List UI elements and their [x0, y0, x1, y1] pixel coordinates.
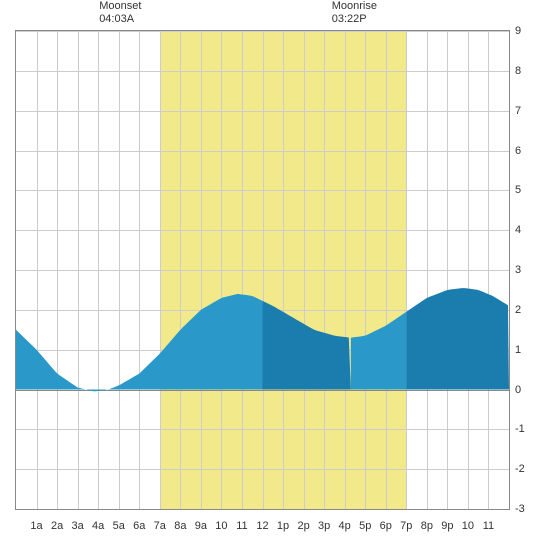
- x-axis-label: 5p: [359, 520, 371, 532]
- x-axis-label: 2p: [297, 520, 309, 532]
- topnote-time: 04:03A: [99, 13, 134, 25]
- plot-area: [15, 30, 510, 510]
- y-axis-label: 7: [515, 105, 545, 117]
- y-axis-label: 8: [515, 65, 545, 77]
- gridline-horizontal: [16, 509, 509, 510]
- x-axis-label: 2a: [51, 520, 63, 532]
- tide-chart: -3-2-101234567891a2a3a4a5a6a7a8a9a101112…: [0, 0, 550, 550]
- moonrise-label: Moonrise03:22P: [332, 0, 377, 26]
- x-axis-label: 5a: [113, 520, 125, 532]
- x-axis-label: 1a: [30, 520, 42, 532]
- x-axis-label: 6a: [133, 520, 145, 532]
- tide-segment: [351, 312, 406, 390]
- x-axis-label: 10: [462, 520, 474, 532]
- x-axis-label: 6p: [380, 520, 392, 532]
- y-axis-label: 3: [515, 264, 545, 276]
- y-axis-label: -1: [515, 423, 545, 435]
- y-axis-label: 0: [515, 384, 545, 396]
- x-axis-label: 1p: [277, 520, 289, 532]
- tide-svg: [16, 31, 509, 509]
- x-axis-label: 10: [215, 520, 227, 532]
- tide-segment: [263, 301, 351, 390]
- moonset-label: Moonset04:03A: [99, 0, 141, 26]
- x-axis-label: 4a: [92, 520, 104, 532]
- x-axis-label: 9a: [195, 520, 207, 532]
- tide-segment: [406, 288, 509, 389]
- topnote-time: 03:22P: [332, 13, 367, 25]
- x-axis-label: 7p: [400, 520, 412, 532]
- x-axis-label: 11: [483, 520, 494, 532]
- x-axis-label: 7a: [154, 520, 166, 532]
- x-axis-label: 4p: [339, 520, 351, 532]
- y-axis-label: 9: [515, 25, 545, 37]
- y-axis-label: 4: [515, 224, 545, 236]
- y-axis-label: 5: [515, 184, 545, 196]
- x-axis-label: 11: [236, 520, 247, 532]
- y-axis-label: 1: [515, 344, 545, 356]
- tide-segment: [16, 294, 263, 391]
- x-axis-label: 8p: [421, 520, 433, 532]
- y-axis-label: 2: [515, 304, 545, 316]
- y-axis-label: 6: [515, 145, 545, 157]
- x-axis-label: 9p: [441, 520, 453, 532]
- x-axis-label: 3a: [72, 520, 84, 532]
- y-axis-label: -3: [515, 503, 545, 515]
- topnote-title: Moonrise: [332, 0, 377, 12]
- x-axis-label: 3p: [318, 520, 330, 532]
- x-axis-label: 8a: [174, 520, 186, 532]
- topnote-title: Moonset: [99, 0, 141, 12]
- y-axis-label: -2: [515, 463, 545, 475]
- x-axis-label: 12: [256, 520, 268, 532]
